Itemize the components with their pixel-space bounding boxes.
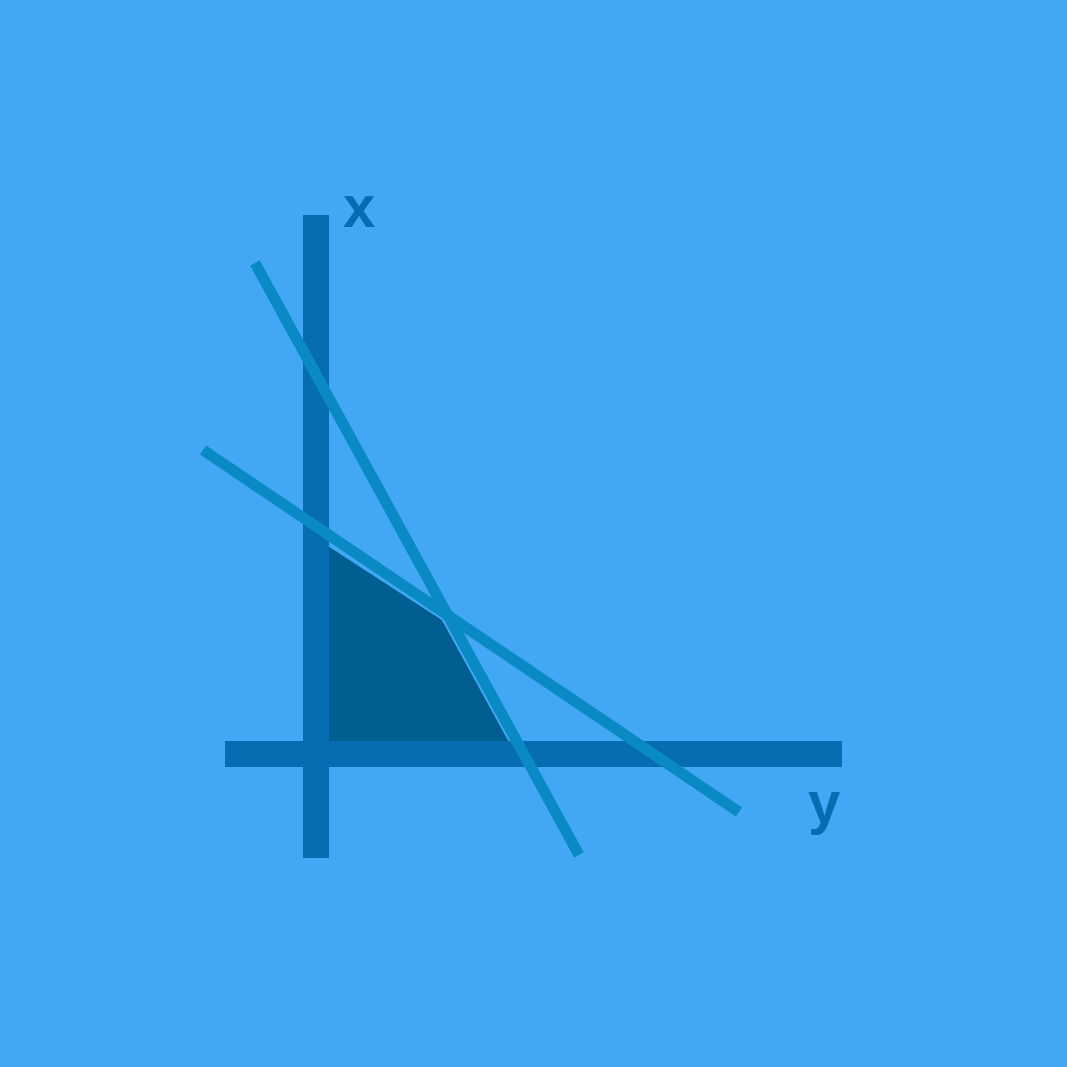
constraint-line-shallow — [199, 445, 743, 817]
horizontal-axis-label: y — [808, 771, 840, 836]
vertical-axis-label: x — [343, 175, 375, 240]
feasible-region — [329, 545, 510, 741]
feasible-region-edge — [328, 543, 512, 742]
constraint-line-steep — [250, 260, 584, 858]
